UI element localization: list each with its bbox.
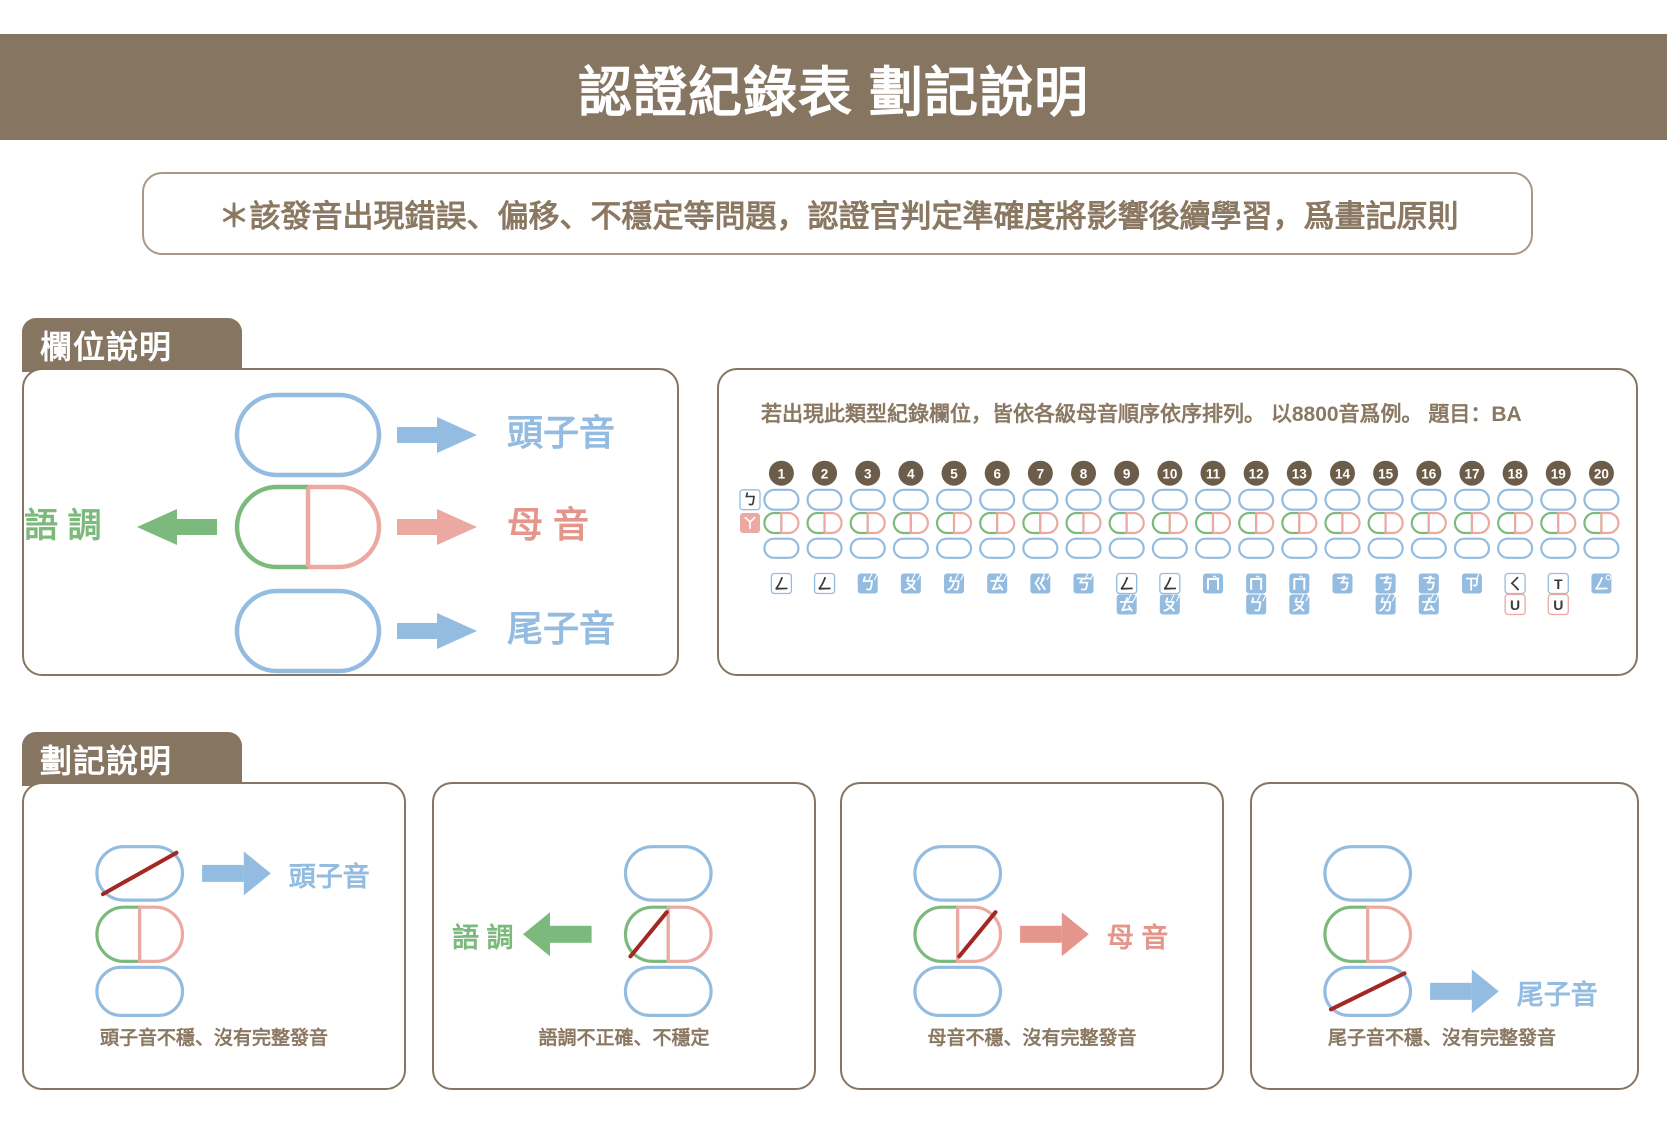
svg-text:17: 17: [1464, 466, 1479, 481]
svg-text:8: 8: [1080, 466, 1088, 481]
svg-text:ㄆ: ㄆ: [1162, 597, 1177, 614]
svg-text:頭子音: 頭子音: [507, 412, 615, 453]
svg-text:13: 13: [1292, 466, 1308, 481]
svg-text:4: 4: [907, 466, 915, 481]
svg-text:母 音: 母 音: [507, 504, 589, 545]
svg-text:ㄊ: ㄊ: [990, 575, 1005, 593]
svg-text:20: 20: [1594, 466, 1609, 481]
svg-text:10: 10: [1162, 466, 1177, 481]
svg-text:語 調: 語 調: [24, 507, 101, 545]
svg-text:19: 19: [1551, 466, 1566, 481]
svg-text:ㄅ: ㄅ: [1249, 596, 1264, 614]
svg-text:尾子音: 尾子音: [507, 608, 615, 649]
svg-text:9: 9: [1123, 466, 1131, 481]
svg-text:語 調: 語 調: [452, 922, 514, 953]
svg-text:ㄑ: ㄑ: [1508, 576, 1523, 593]
svg-text:ㄥ: ㄥ: [774, 576, 789, 593]
svg-text:母音不穩、沒有完整發音: 母音不穩、沒有完整發音: [927, 1026, 1136, 1049]
svg-text:ㄥ: ㄥ: [1162, 576, 1177, 593]
svg-text:3: 3: [864, 466, 872, 481]
svg-text:5: 5: [950, 466, 958, 481]
svg-text:ㄅ: ㄅ: [860, 575, 875, 593]
svg-text:頭子音: 頭子音: [289, 861, 370, 892]
svg-text:ㄆ: ㄆ: [903, 576, 918, 593]
svg-text:ㄥ: ㄥ: [817, 576, 832, 593]
svg-text:語調不正確、不穩定: 語調不正確、不穩定: [538, 1026, 709, 1049]
svg-text:ㄊ: ㄊ: [1421, 596, 1436, 614]
svg-text:頭子音不穩、沒有完整發音: 頭子音不穩、沒有完整發音: [100, 1026, 328, 1049]
svg-text:ㄉ: ㄉ: [947, 575, 962, 593]
svg-text:ㄥ: ㄥ: [1119, 576, 1134, 593]
svg-text:尾子音: 尾子音: [1517, 979, 1598, 1010]
svg-text:6: 6: [993, 466, 1001, 481]
svg-text:16: 16: [1421, 466, 1437, 481]
svg-text:T: T: [1554, 576, 1563, 592]
svg-text:2: 2: [821, 466, 829, 481]
svg-text:尾子音不穩、沒有完整發音: 尾子音不穩、沒有完整發音: [1328, 1026, 1556, 1049]
svg-text:7: 7: [1037, 466, 1045, 481]
svg-text:ㄚ: ㄚ: [743, 515, 757, 531]
svg-text:ㄊ: ㄊ: [1119, 596, 1134, 614]
svg-text:U: U: [1510, 597, 1520, 613]
svg-text:ㄎ: ㄎ: [1076, 576, 1091, 593]
svg-text:1: 1: [778, 466, 786, 481]
svg-text:母 音: 母 音: [1107, 922, 1169, 953]
svg-text:12: 12: [1249, 466, 1264, 481]
svg-text:ㄅ: ㄅ: [743, 492, 757, 508]
svg-text:ㄆ: ㄆ: [1292, 597, 1307, 614]
svg-text:ㄉ: ㄉ: [1378, 596, 1393, 614]
svg-text:14: 14: [1335, 466, 1351, 481]
svg-text:15: 15: [1378, 466, 1394, 481]
svg-text:18: 18: [1508, 466, 1524, 481]
svg-text:11: 11: [1206, 466, 1221, 481]
svg-text:U: U: [1553, 597, 1563, 613]
svg-text:ㄍ: ㄍ: [1033, 576, 1048, 593]
